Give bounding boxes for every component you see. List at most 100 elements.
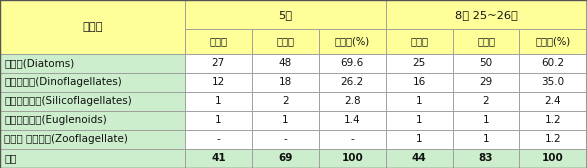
Text: 1.2: 1.2 [545, 115, 561, 125]
Bar [252, 73, 319, 92]
Text: 출현속: 출현속 [210, 37, 227, 47]
Bar [0, 73, 185, 92]
Bar [185, 130, 252, 149]
Text: 100: 100 [341, 154, 363, 163]
Text: 1.4: 1.4 [344, 115, 360, 125]
Bar [453, 111, 519, 130]
Bar [519, 29, 586, 54]
Text: 규조류(Diatoms): 규조류(Diatoms) [4, 58, 75, 68]
Text: 8월 25~26일: 8월 25~26일 [454, 10, 518, 20]
Bar [185, 29, 252, 54]
Bar [319, 111, 386, 130]
Text: 와편모조류(Dinoflagellates): 와편모조류(Dinoflagellates) [4, 77, 122, 87]
Text: 2.4: 2.4 [545, 96, 561, 106]
Bar [519, 54, 586, 73]
Text: 1.2: 1.2 [545, 134, 561, 144]
Bar [252, 29, 319, 54]
Bar [0, 92, 185, 111]
Bar [252, 130, 319, 149]
Text: 50: 50 [480, 58, 492, 68]
Text: 1: 1 [215, 96, 222, 106]
Bar [453, 130, 519, 149]
Bar [252, 149, 319, 168]
Bar [0, 149, 185, 168]
Bar [519, 149, 586, 168]
Text: 분류군: 분류군 [82, 22, 103, 32]
Bar [319, 73, 386, 92]
Text: 12: 12 [212, 77, 225, 87]
Bar [386, 73, 453, 92]
Bar [252, 111, 319, 130]
Text: 69: 69 [278, 154, 292, 163]
Bar [185, 0, 386, 29]
Text: 69.6: 69.6 [340, 58, 364, 68]
Bar [386, 130, 453, 149]
Text: 규질편모조류(Silicoflagellates): 규질편모조류(Silicoflagellates) [4, 96, 132, 106]
Text: 1: 1 [215, 115, 222, 125]
Bar [0, 54, 185, 73]
Bar [0, 0, 185, 54]
Text: 1: 1 [483, 115, 490, 125]
Bar [386, 149, 453, 168]
Bar [519, 73, 586, 92]
Text: 점유율(%): 점유율(%) [335, 37, 370, 47]
Text: 44: 44 [411, 154, 427, 163]
Bar [0, 111, 185, 130]
Bar [185, 73, 252, 92]
Bar [0, 130, 185, 149]
Bar [519, 92, 586, 111]
Bar [319, 149, 386, 168]
Bar [386, 111, 453, 130]
Text: 48: 48 [279, 58, 292, 68]
Text: 2: 2 [282, 96, 289, 106]
Text: 83: 83 [479, 154, 493, 163]
Text: -: - [217, 134, 220, 144]
Text: 출현종: 출현종 [477, 37, 495, 47]
Text: -: - [284, 134, 287, 144]
Text: 1: 1 [416, 115, 423, 125]
Bar [519, 130, 586, 149]
Text: 유글레나조류(Euglenoids): 유글레나조류(Euglenoids) [4, 115, 107, 125]
Text: 100: 100 [542, 154, 564, 163]
Bar [386, 29, 453, 54]
Text: 18: 18 [279, 77, 292, 87]
Text: 점유율(%): 점유율(%) [535, 37, 571, 47]
Bar [386, 54, 453, 73]
Text: 출현속: 출현속 [410, 37, 428, 47]
Text: 29: 29 [480, 77, 492, 87]
Text: 2: 2 [483, 96, 490, 106]
Text: 1: 1 [483, 134, 490, 144]
Bar [319, 130, 386, 149]
Bar [319, 92, 386, 111]
Bar [453, 149, 519, 168]
Bar [319, 29, 386, 54]
Text: -: - [350, 134, 354, 144]
Text: 2.8: 2.8 [344, 96, 360, 106]
Text: 1: 1 [416, 96, 423, 106]
Bar [453, 29, 519, 54]
Bar [453, 73, 519, 92]
Bar [185, 149, 252, 168]
Bar [386, 92, 453, 111]
Bar [252, 54, 319, 73]
Text: 35.0: 35.0 [541, 77, 565, 87]
Bar [185, 92, 252, 111]
Text: 출현종: 출현종 [276, 37, 294, 47]
Bar [252, 92, 319, 111]
Text: 27: 27 [212, 58, 225, 68]
Bar [185, 111, 252, 130]
Bar [453, 54, 519, 73]
Text: 1: 1 [282, 115, 289, 125]
Text: 합계: 합계 [4, 154, 16, 163]
Text: 60.2: 60.2 [541, 58, 565, 68]
Text: 16: 16 [413, 77, 426, 87]
Text: 1: 1 [416, 134, 423, 144]
Bar [386, 0, 586, 29]
Text: 26.2: 26.2 [340, 77, 364, 87]
Text: 동물성 편모조류(Zooflagellate): 동물성 편모조류(Zooflagellate) [4, 134, 128, 144]
Text: 5월: 5월 [278, 10, 292, 20]
Bar [453, 92, 519, 111]
Bar [319, 54, 386, 73]
Bar [185, 54, 252, 73]
Bar [519, 111, 586, 130]
